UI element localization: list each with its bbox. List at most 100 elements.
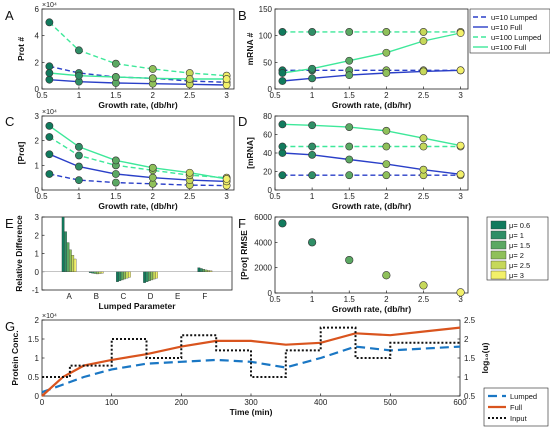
x-tick-label-C: 2.5 [184,192,196,201]
bar-D [155,271,158,279]
data-point-C [111,170,120,178]
y-multiplier-G: ×10⁴ [42,313,57,320]
data-point-B [382,69,391,77]
y-tick-label-C: 2 [35,137,40,146]
legend-label-2: u=100 Lumped [491,33,541,42]
y-right-tick-label-G: 2.5 [464,316,476,325]
x-tick-label-F: 1 [310,295,315,304]
data-point-B [308,74,317,83]
bar-C [125,271,129,279]
bar-D [148,271,151,282]
bar-A [61,216,65,272]
data-point-D [419,134,428,143]
x-tick-label-E: F [202,292,207,301]
bar-A [73,258,77,272]
x-axis-label-A: Growth rate, (db/hr) [98,100,178,110]
panel-label-E: E [5,216,14,231]
y-tick-label-D: 60 [263,131,272,140]
x-tick-label-C: 0.5 [36,192,48,201]
scatter-point-F [278,219,287,228]
bar-C [120,271,124,281]
data-point-A [148,74,157,83]
data-point-B [419,37,428,45]
data-point-C [45,150,54,159]
data-point-D [308,150,317,159]
data-point-D [345,142,354,151]
y-right-tick-label-G: 2 [464,335,469,344]
bar-F [209,270,213,272]
data-point-B [345,71,354,80]
x-tick-label-G: 400 [314,398,328,407]
data-point-C [111,178,120,187]
x-tick-label-D: 0.5 [269,192,281,201]
y-tick-label-D: 40 [263,149,272,158]
y-tick-label-A: 2 [35,58,40,67]
x-tick-label-E: E [175,292,180,301]
x-tick-label-C: 3 [224,192,229,201]
x-tick-label-B: 1.5 [344,91,356,100]
data-point-C [45,170,54,178]
x-axis-label-D: Growth rate, (db/hr) [332,201,412,211]
series-line-B-3 [282,32,461,74]
plot-frame-G [41,319,461,397]
data-point-D [382,126,391,135]
y-axis-label-right-G: log₁₀(u) [480,342,490,373]
data-point-D [308,121,317,130]
legend-mu-swatch-1 [490,230,507,240]
y-tick-label-C: 0 [35,186,40,195]
x-tick-label-A: 0.5 [36,91,48,100]
y-axis-label-A: Prot # [16,37,26,61]
y-axis-label-F: [Prot] RMSE [239,230,249,280]
x-tick-label-E: D [148,292,154,301]
y-tick-label-F: 6000 [254,213,272,222]
panel-label-D: D [238,114,247,129]
data-point-A [148,65,157,73]
data-point-D [456,170,465,179]
x-tick-label-A: 2.5 [184,91,196,100]
data-point-C [75,151,83,160]
y-right-tick-label-G: 1 [464,373,469,382]
data-point-C [185,168,194,177]
bar-F [207,270,210,272]
y-tick-label-D: 0 [268,186,273,195]
x-tick-label-B: 2 [384,91,389,100]
data-point-A [111,73,120,81]
panel-label-A: A [5,8,14,23]
x-tick-label-F: 2 [384,295,389,304]
series-line-A-2 [48,21,227,77]
legend-label-3: u=100 Full [491,43,527,52]
series-line-A-1 [49,79,227,86]
legend-label-0: u=10 Lumped [491,13,537,22]
x-tick-label-E: C [121,292,127,301]
y-tick-label-B: 100 [259,32,273,41]
bar-A [68,249,72,272]
panel-label-G: G [5,319,15,334]
series-line-C-2 [49,136,227,179]
data-point-C [148,163,157,172]
data-point-A [45,69,54,77]
data-point-B [308,64,317,73]
y-tick-label-F: 4000 [254,238,272,247]
series-line-C-0 [49,173,227,187]
bar-C [123,271,126,280]
data-point-A [75,46,83,55]
y-axis-label-D: [mRNA] [245,137,255,169]
bar-B [93,271,97,274]
data-point-D [456,141,465,150]
data-point-C [75,176,83,185]
data-point-C [45,133,54,141]
x-tick-label-E: B [94,292,99,301]
data-point-D [382,171,391,180]
x-tick-label-F: 1.5 [344,295,356,304]
data-point-A [222,75,231,83]
series-line-A-3 [49,72,227,80]
x-axis-label-C: Growth rate, (db/hr) [98,201,178,211]
series-line-C-3 [48,125,227,180]
y-right-tick-label-G: 1.5 [464,354,476,363]
x-tick-label-C: 1 [77,192,82,201]
y-tick-label-F: 0 [268,289,273,298]
data-point-D [419,165,428,174]
x-axis-label-B: Growth rate, (db/hr) [332,100,412,110]
data-point-B [278,77,287,85]
data-point-B [456,29,465,37]
